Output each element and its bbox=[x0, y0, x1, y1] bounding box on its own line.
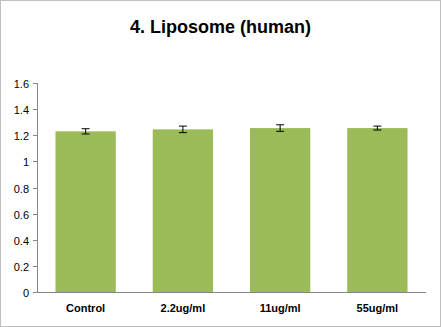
y-tick-label: 0.8 bbox=[14, 183, 29, 195]
y-tick-label: 0.4 bbox=[14, 235, 29, 247]
y-tick bbox=[33, 135, 38, 136]
y-tick-label: 0 bbox=[23, 287, 29, 299]
bar bbox=[347, 128, 407, 292]
error-bar bbox=[276, 125, 284, 132]
x-tick-label: Control bbox=[66, 302, 105, 314]
error-bar bbox=[82, 129, 90, 134]
y-tick-label: 1.4 bbox=[14, 104, 29, 116]
x-tick-label: 11ug/ml bbox=[260, 302, 301, 314]
y-tick bbox=[33, 266, 38, 267]
error-bar bbox=[373, 126, 381, 130]
y-axis bbox=[37, 83, 38, 292]
bar bbox=[55, 131, 115, 292]
y-tick bbox=[33, 109, 38, 110]
y-tick bbox=[33, 240, 38, 241]
y-tick-label: 0.6 bbox=[14, 209, 29, 221]
y-tick bbox=[33, 161, 38, 162]
y-tick-label: 0.2 bbox=[14, 261, 29, 273]
title: 4. Liposome (human) bbox=[130, 17, 311, 37]
x-axis bbox=[37, 292, 426, 293]
y-tick-label: 1.6 bbox=[14, 78, 29, 90]
chart-border bbox=[1, 1, 441, 327]
y-tick-label: 1.2 bbox=[14, 130, 29, 142]
y-tick-label: 1 bbox=[23, 156, 29, 168]
x-tick-label: 2.2ug/ml bbox=[161, 302, 206, 314]
error-bar bbox=[179, 126, 187, 133]
y-tick bbox=[33, 188, 38, 189]
x-tick-label: 55ug/ml bbox=[357, 302, 399, 314]
bar bbox=[153, 129, 213, 292]
bar bbox=[250, 128, 310, 292]
y-tick bbox=[33, 214, 38, 215]
chart: 4. Liposome (human) 0 0.2 0.4 0.6 0.8 1 1.2 1.4 1… bbox=[0, 0, 441, 327]
y-tick bbox=[33, 292, 38, 293]
bars bbox=[55, 125, 407, 292]
y-tick bbox=[33, 83, 38, 84]
